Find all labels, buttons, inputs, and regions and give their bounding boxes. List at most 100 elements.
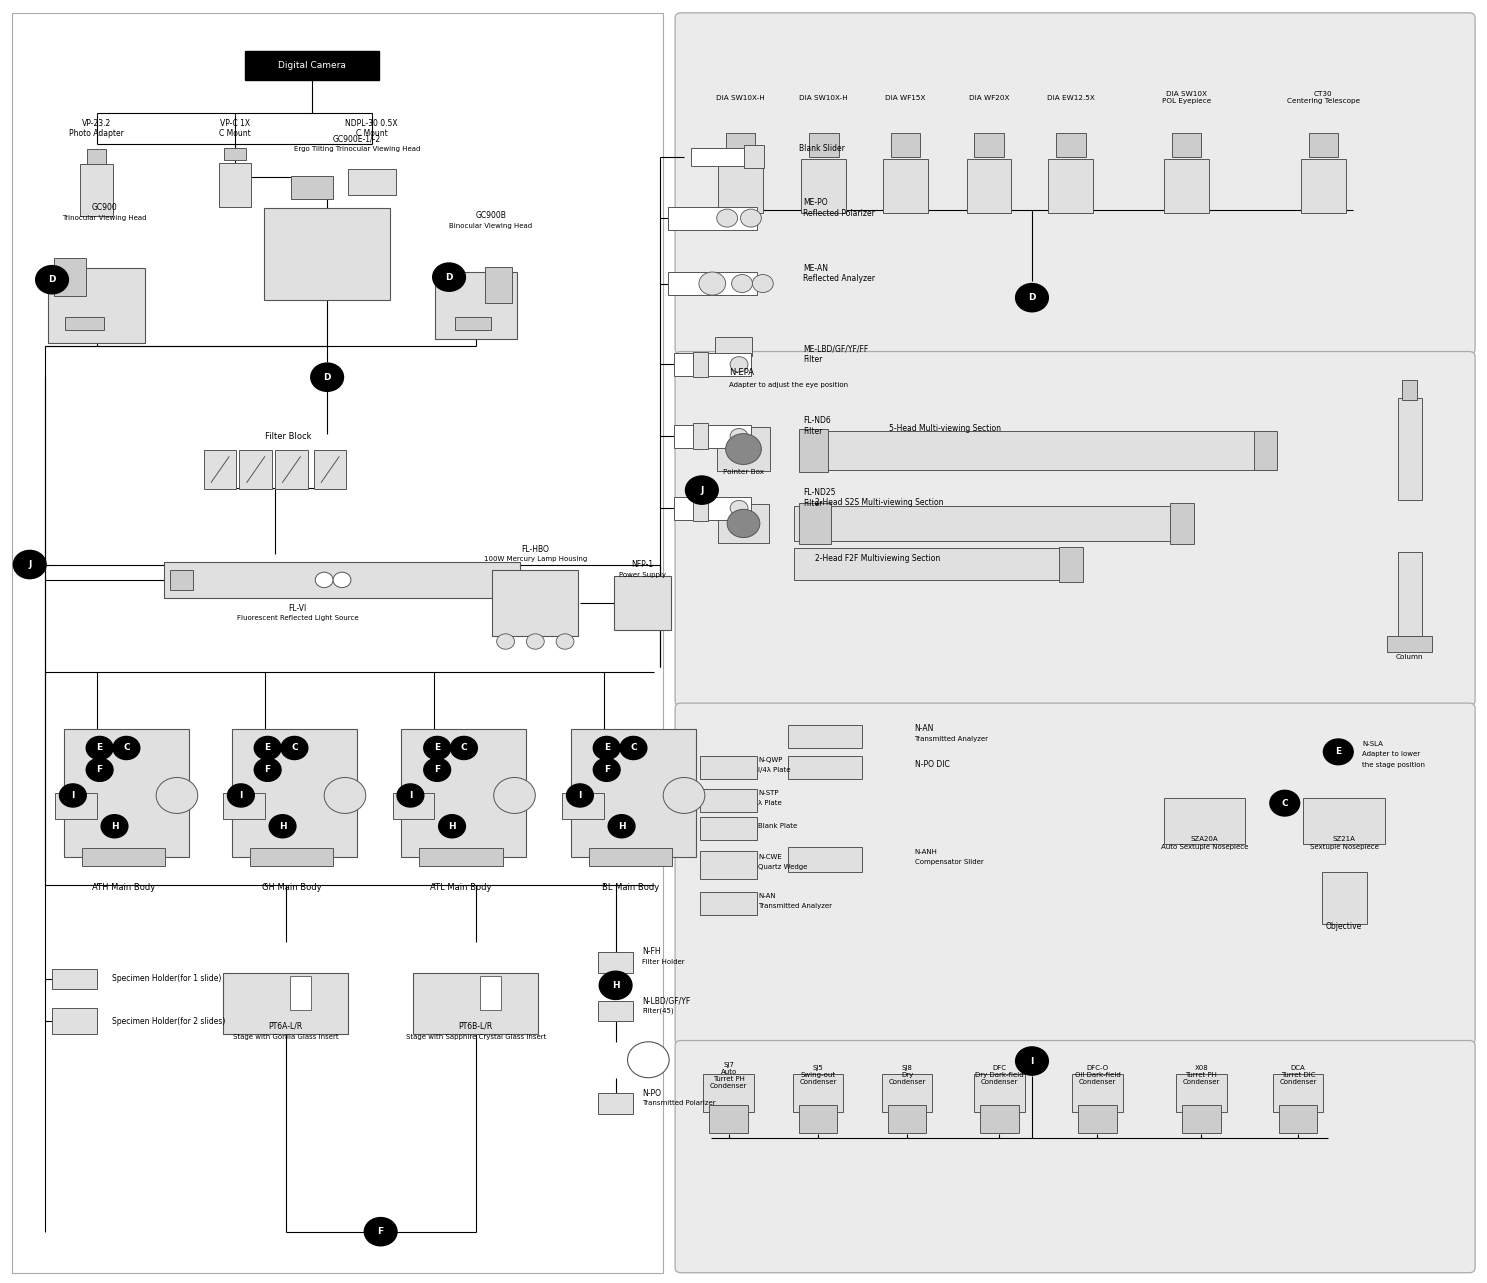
Bar (799, 503, 831, 544)
Bar (589, 848, 672, 866)
Bar (86, 149, 107, 163)
Bar (485, 267, 512, 303)
Bar (492, 570, 578, 636)
Text: Column: Column (1396, 654, 1423, 659)
Text: DIA WF20X: DIA WF20X (968, 95, 1010, 100)
Bar (401, 729, 526, 857)
Circle shape (101, 815, 128, 838)
Bar (1059, 547, 1083, 582)
Text: I: I (409, 790, 412, 801)
Bar (1387, 636, 1432, 652)
Bar (64, 729, 189, 857)
Text: E: E (265, 743, 271, 753)
Bar (700, 892, 757, 915)
Text: F: F (604, 765, 610, 775)
Bar (717, 427, 770, 471)
Bar (314, 450, 346, 489)
Text: N-ANH: N-ANH (915, 849, 937, 854)
Text: I: I (71, 790, 74, 801)
Bar (223, 148, 245, 160)
Bar (718, 159, 763, 213)
Circle shape (686, 476, 718, 504)
Text: C Mount: C Mount (219, 128, 251, 139)
Text: DCA
Turret DIC
Condenser: DCA Turret DIC Condenser (1279, 1065, 1317, 1085)
Text: DIA SW10X-H: DIA SW10X-H (800, 95, 848, 100)
Bar (715, 336, 751, 355)
Bar (691, 148, 763, 166)
Bar (794, 506, 1181, 541)
Text: Blank Plate: Blank Plate (758, 824, 797, 829)
Text: H: H (448, 821, 457, 831)
Bar (219, 163, 251, 207)
Bar (1164, 798, 1246, 844)
Text: H: H (278, 821, 287, 831)
Text: FL-HBO: FL-HBO (522, 544, 549, 554)
Text: F: F (434, 765, 440, 775)
Bar (1398, 552, 1422, 642)
Text: Pointer Box: Pointer Box (723, 470, 764, 475)
Circle shape (599, 971, 632, 999)
Text: Blank Slider: Blank Slider (799, 144, 845, 154)
Bar (55, 793, 97, 819)
Circle shape (228, 784, 254, 807)
Bar (413, 973, 538, 1034)
Text: Transmitted Analyzer: Transmitted Analyzer (758, 903, 833, 908)
Text: N-AN: N-AN (758, 893, 776, 898)
Bar (788, 725, 862, 748)
Bar (170, 570, 193, 590)
Text: E: E (97, 743, 103, 753)
Bar (883, 159, 928, 213)
Text: E: E (434, 743, 440, 753)
Text: ATH Main Body: ATH Main Body (92, 883, 155, 893)
Circle shape (311, 363, 343, 391)
Text: FL-VI: FL-VI (288, 603, 306, 613)
Circle shape (254, 758, 281, 781)
Bar (164, 562, 520, 598)
Circle shape (113, 736, 140, 760)
Text: C: C (1282, 798, 1288, 808)
Bar (290, 976, 311, 1010)
Circle shape (727, 509, 760, 538)
Bar (275, 450, 308, 489)
Bar (1176, 1074, 1227, 1112)
Text: N-PO: N-PO (642, 1088, 662, 1098)
Text: N-SLA: N-SLA (1362, 742, 1383, 747)
Text: Adapter to adjust the eye position: Adapter to adjust the eye position (729, 382, 848, 387)
Circle shape (424, 758, 451, 781)
Circle shape (567, 784, 593, 807)
Text: Photo Adapter: Photo Adapter (70, 128, 123, 139)
Text: H: H (110, 821, 119, 831)
Bar (709, 1105, 748, 1133)
Text: Auto Sextuple Nosepiece: Auto Sextuple Nosepiece (1161, 844, 1248, 849)
Text: D: D (445, 272, 454, 282)
Text: VP-C 1X: VP-C 1X (220, 118, 250, 128)
Bar (744, 145, 764, 168)
Circle shape (730, 357, 748, 372)
Text: Filter Holder: Filter Holder (642, 960, 686, 965)
Text: F: F (265, 765, 271, 775)
FancyBboxPatch shape (675, 352, 1475, 706)
Circle shape (593, 758, 620, 781)
Text: C: C (291, 743, 297, 753)
Circle shape (324, 777, 366, 813)
Text: SZ21A: SZ21A (1332, 837, 1356, 842)
Bar (562, 793, 604, 819)
Text: SJ7
Auto
Turret PH
Condenser: SJ7 Auto Turret PH Condenser (709, 1061, 748, 1089)
Text: 2-Head S2S Multi-viewing Section: 2-Head S2S Multi-viewing Section (815, 498, 943, 508)
Circle shape (608, 815, 635, 838)
Bar (1170, 503, 1194, 544)
Text: C: C (123, 743, 129, 753)
Text: DIA SW10X-H: DIA SW10X-H (717, 95, 764, 100)
Bar (967, 159, 1011, 213)
Bar (571, 729, 696, 857)
Bar (1309, 133, 1338, 157)
Text: J: J (700, 485, 703, 495)
Text: Adapter to lower: Adapter to lower (1362, 752, 1420, 757)
Bar (974, 133, 1004, 157)
Bar (799, 429, 828, 472)
FancyBboxPatch shape (675, 13, 1475, 354)
Text: Stage with Sapphire Crystal Glass Insert: Stage with Sapphire Crystal Glass Insert (406, 1034, 546, 1039)
Circle shape (424, 736, 451, 760)
Circle shape (13, 550, 46, 579)
Circle shape (1323, 739, 1353, 765)
